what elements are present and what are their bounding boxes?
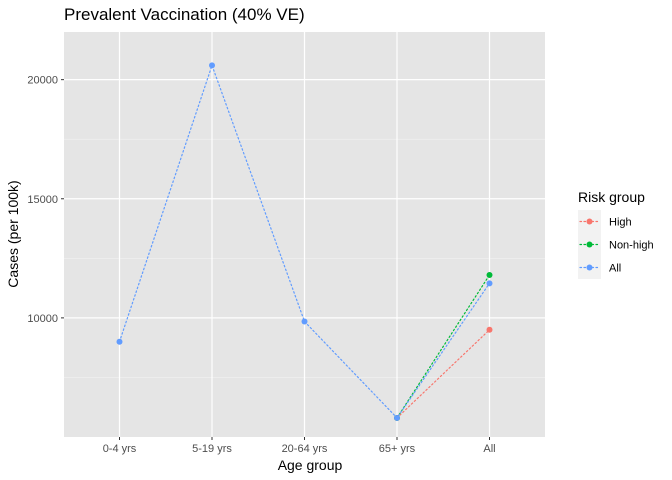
y-tick-label: 15000 [27, 194, 58, 206]
legend-label: Non-high [609, 240, 654, 252]
x-axis: 0-4 yrs 5-19 yrs 20-64 yrs 65+ yrs All [103, 437, 496, 455]
legend-label: All [609, 263, 621, 275]
legend-label: High [609, 217, 632, 229]
data-point-2 [301, 318, 308, 325]
x-tick-label: All [483, 443, 495, 455]
data-point-0 [486, 326, 493, 333]
data-point-1 [486, 272, 493, 278]
data-point-2 [394, 414, 400, 421]
x-tick-label: 20-64 yrs [282, 443, 328, 455]
chart-title: Prevalent Vaccination (40% VE) [64, 5, 305, 24]
y-tick-label: 20000 [27, 75, 58, 87]
x-tick-label: 0-4 yrs [103, 443, 137, 455]
x-tick-label: 5-19 yrs [192, 443, 232, 455]
data-point-2 [209, 62, 215, 69]
grid-major [64, 32, 545, 437]
x-tick-label: 65+ yrs [379, 443, 416, 455]
series-line-1 [396, 274, 491, 419]
series-points [116, 62, 493, 421]
x-axis-title: Age group [278, 457, 343, 473]
legend: Risk group High Non-high All [578, 189, 654, 279]
data-point-2 [116, 338, 123, 345]
y-axis: 10000 15000 20000 [27, 75, 64, 325]
legend-key-point [586, 264, 593, 271]
legend-key-point [586, 218, 593, 225]
legend-key-point [586, 241, 593, 248]
legend-title: Risk group [578, 189, 645, 205]
y-axis-title: Cases (per 100k) [5, 180, 21, 287]
y-tick-label: 10000 [27, 313, 58, 325]
data-point-2 [486, 280, 493, 287]
legend-items: High Non-high All [578, 210, 654, 279]
series-line-0 [396, 329, 491, 419]
